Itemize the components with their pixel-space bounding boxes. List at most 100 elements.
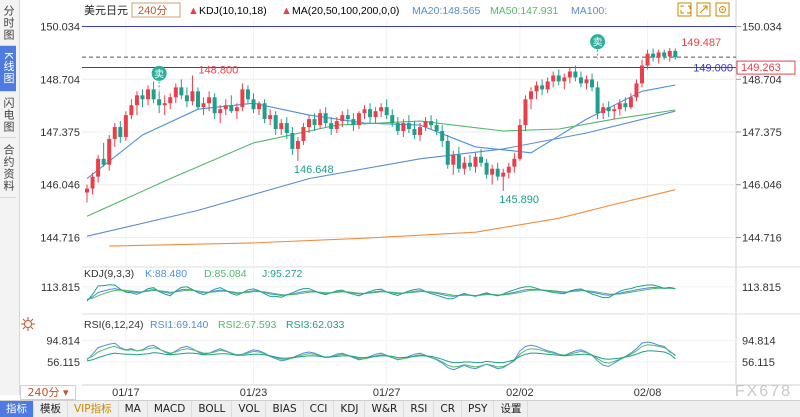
toolbar-boll[interactable]: BOLL — [192, 400, 233, 417]
candle-body — [107, 138, 112, 165]
toolbar-template[interactable]: 模板 — [34, 400, 68, 417]
candle-body — [562, 77, 567, 82]
candle-body — [473, 156, 478, 167]
toolbar-vip-indicator[interactable]: VIP指标 — [68, 400, 119, 417]
rsi-legend-2: RSI2:67.593 — [218, 319, 277, 331]
candle-body — [112, 127, 117, 139]
candle-body — [356, 113, 361, 126]
toolbar-cr[interactable]: CR — [434, 400, 463, 417]
candle-body — [517, 125, 522, 159]
candle-body — [490, 168, 495, 175]
toolbar-cci[interactable]: CCI — [304, 400, 335, 417]
reference-lines: 149.263 149.000 — [82, 25, 796, 75]
tab-kline[interactable]: K线图 — [0, 46, 16, 92]
candle-body — [595, 87, 600, 114]
candle-body — [368, 109, 373, 118]
candle-body — [628, 97, 633, 108]
candle-body — [479, 156, 484, 163]
candle-body — [295, 140, 300, 149]
candle-body — [90, 176, 95, 189]
candle-body — [234, 107, 239, 112]
candle-body — [245, 89, 250, 100]
kdj-legend: KDJ(9,3,3) K:88.480 D:85.084 J:95.272 — [84, 268, 302, 280]
kdj-line-d — [86, 287, 676, 300]
kdj-y-label: 113.815 — [742, 282, 781, 294]
candle-body — [506, 166, 511, 173]
main-legend: 美元日元 240分 ▲ KDJ(10,10,18) ▲ MA(20,50,100… — [84, 2, 607, 18]
candle-body — [540, 85, 545, 90]
toolbar-ma[interactable]: MA — [119, 400, 148, 417]
toolbar-macd[interactable]: MACD — [148, 400, 193, 417]
toolbar-settings[interactable]: 设置 — [494, 400, 529, 417]
tab-time-sharing[interactable]: 分时图 — [0, 0, 16, 46]
candle-body — [556, 75, 561, 82]
candle-body — [151, 89, 156, 100]
tab-contract-info[interactable]: 合约资料 — [0, 138, 16, 198]
ma-line-ma50 — [86, 109, 676, 217]
candle-body — [134, 95, 139, 106]
y-tick-label: 147.375 — [742, 127, 782, 139]
legend-ma100: MA100: — [571, 5, 607, 17]
legend-ma20: MA20:148.565 — [412, 5, 480, 17]
candle-body — [184, 95, 189, 102]
candle-body — [445, 140, 450, 165]
candle-body — [645, 53, 650, 66]
candle-body — [406, 123, 411, 130]
candle-body — [495, 168, 500, 177]
top-toolbar-icons — [677, 2, 730, 17]
candle-body — [567, 71, 572, 78]
ma-line-ma100 — [86, 110, 676, 237]
candle-body — [307, 119, 311, 128]
period-selector[interactable]: 240分 ▾ — [20, 385, 76, 400]
annotation-low: 146.648 — [294, 164, 334, 176]
settings-icon[interactable] — [715, 2, 730, 17]
candle-body — [379, 107, 384, 112]
y-tick-label: 148.704 — [742, 74, 782, 86]
rsi-line-rsi3 — [86, 350, 676, 364]
y-axis-labels: 150.034 150.034 148.704 148.704 147.375 147.3… — [40, 21, 782, 368]
candle-body — [318, 113, 323, 126]
crosshair-icon[interactable] — [21, 317, 35, 331]
toolbar-wr[interactable]: W&R — [365, 400, 405, 417]
candle-body — [229, 105, 234, 112]
toolbar-kdj[interactable]: KDJ — [334, 400, 366, 417]
candle-body — [240, 89, 245, 108]
candle-body — [534, 85, 539, 92]
candle-body — [301, 127, 306, 141]
tab-lightning[interactable]: 闪电图 — [0, 92, 16, 138]
candle-body — [440, 131, 445, 141]
y-tick-label-left: 146.046 — [40, 180, 80, 192]
period-tag: 240分 — [138, 4, 167, 17]
candle-body — [529, 91, 533, 100]
toolbar-bias[interactable]: BIAS — [266, 400, 304, 417]
sell-marker — [590, 34, 606, 50]
y-tick-label: 150.034 — [742, 21, 782, 33]
up-arrow-icon: ▲ — [281, 5, 292, 17]
toolbar-psy[interactable]: PSY — [462, 400, 495, 417]
legend-ma50: MA50:147.931 — [490, 5, 558, 17]
indicator-toolbar: 指标 模板 VIP指标 MA MACD BOLL VOL BIAS CCI KD… — [0, 400, 800, 417]
candle-body — [162, 103, 167, 106]
y-tick-label-left: 148.704 — [40, 74, 80, 86]
candle-body — [373, 111, 378, 118]
candle-body — [207, 97, 212, 104]
chart-title: 美元日元 — [84, 4, 128, 17]
candle-body — [284, 123, 289, 133]
toolbar-rsi[interactable]: RSI — [404, 400, 435, 417]
candle-body — [395, 123, 400, 132]
toolbar-vol[interactable]: VOL — [232, 400, 267, 417]
rsi-line-rsi1 — [86, 341, 676, 371]
candle-body — [179, 87, 184, 96]
rsi-y-label: 56.115 — [742, 357, 775, 369]
toolbar-indicator[interactable]: 指标 — [0, 400, 34, 417]
expand-icon[interactable] — [696, 2, 711, 17]
candle-body — [101, 158, 106, 165]
candle-body — [651, 53, 656, 58]
plot-background — [82, 0, 736, 385]
price-chart[interactable]: 149.263 149.000 148.800 146.648 145.890 149.… — [0, 0, 800, 400]
candle-body — [662, 52, 667, 57]
candle-body — [279, 123, 284, 130]
fullscreen-icon[interactable] — [677, 2, 692, 17]
candle-body — [606, 107, 611, 112]
